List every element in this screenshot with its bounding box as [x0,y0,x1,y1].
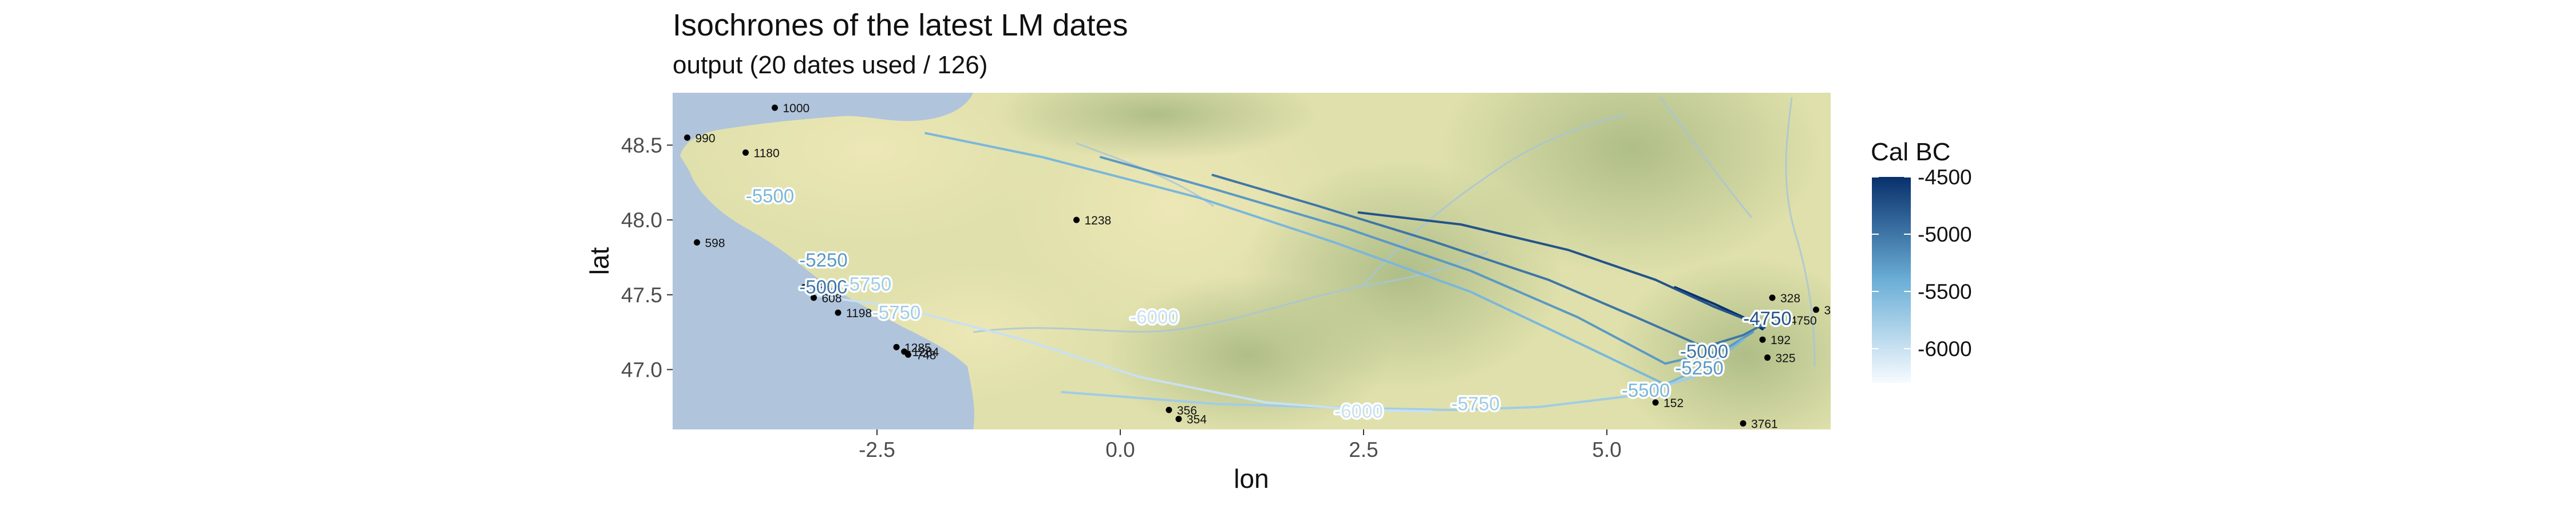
site-label: 1284 [912,346,939,359]
site-label: 1198 [846,307,872,320]
site-label: 1000 [783,102,810,115]
isochrone-line [1061,376,1696,411]
site-point [811,294,817,301]
site-label: 192 [1771,334,1791,347]
isochrone-line [1211,173,1764,349]
site-point [1779,317,1785,323]
x-axis-title: lon [1234,464,1269,494]
site-label: 328 [1780,292,1800,305]
map-panel [673,93,1831,429]
site-label: 356 [1177,404,1197,417]
site-label: 1180 [754,147,780,160]
site-label: 152 [1664,397,1684,410]
terrain-patch [1614,258,1831,429]
site-point [694,239,700,246]
contour-label: -6000 [1130,306,1178,328]
site-label: 3761 [1751,418,1778,431]
y-tick-label: 48.5 [621,133,662,157]
x-tick-label: 5.0 [1592,438,1621,461]
site-point [1764,354,1771,361]
site-label: 325 [1776,352,1796,365]
site-label: 1342 [812,282,839,295]
contour-label-layer: -5500-5250-5000-5750-5750 -6000-6000 -5750… [744,183,1793,424]
site-label: 4750 [1790,314,1817,328]
contour-label: -6000 [1334,401,1382,422]
contour-label: -5000 [799,277,847,298]
isochrone-line [1100,156,1754,365]
x-tick-label: 0.0 [1105,438,1135,461]
contour-label: -5500 [1622,380,1670,401]
legend-colorbar [1872,177,1911,383]
terrain-patch [681,93,1059,246]
contour-label: -5750 [1451,393,1499,415]
site-point [1165,407,1172,413]
legend-tick-label: -5000 [1918,223,1972,246]
site-point [1769,294,1776,301]
contour-label: -4750 [1743,308,1791,329]
contour-label: -5750 [872,302,920,323]
site-point [904,351,911,358]
contour-label: -5250 [1675,357,1723,378]
site-point [801,284,807,291]
legend-title: Cal BC [1871,138,1950,166]
site-label: 1238 [1085,214,1112,227]
site-label: 354 [1187,413,1207,427]
site-point [893,344,900,350]
legend: Cal BC -4500 -5000 -5500 -6000 [1871,138,1972,383]
y-tick-label: 47.5 [621,283,662,307]
x-tick-label: -2.5 [859,438,895,461]
contour-label: -5750 [843,274,891,295]
site-point [1073,216,1080,223]
isochrone-line [1357,211,1766,329]
site-point [1740,420,1747,427]
isochrone-line [808,293,1433,413]
isochrone-line [924,132,1744,386]
legend-ticks: -4500 -5000 -5500 -6000 [1872,165,1972,361]
contour-label: -5500 [746,185,794,206]
chart-title: Isochrones of the latest LM dates [673,8,1128,42]
terrain-patch [996,93,1317,160]
site-point [772,104,778,111]
y-tick-label: 48.0 [621,208,662,232]
site-label: 608 [822,292,842,305]
site-label: 3769 [1824,304,1851,317]
site-label: 598 [705,236,725,250]
site-point [835,309,841,316]
site-point [1175,416,1182,423]
site-point [742,149,749,156]
site-label: 990 [696,132,716,145]
x-tick-label: 2.5 [1349,438,1378,461]
legend-tick-label: -5500 [1918,280,1972,303]
site-label: 748 [916,349,936,362]
y-tick-label: 47.0 [621,358,662,381]
terrain-patch [1105,275,1391,429]
y-axis: 47.0 47.5 48.0 48.5 [621,133,673,381]
site-point [1652,399,1659,406]
legend-tick-label: -4500 [1918,165,1972,189]
chart-subtitle: output (20 dates used / 126) [673,51,987,79]
contour-label: -5000 [1680,341,1728,362]
isochrone-layer [808,132,1766,413]
legend-tick-label: -6000 [1918,337,1972,361]
site-point [1759,336,1766,343]
site-point [1813,306,1819,313]
x-axis: -2.5 0.0 2.5 5.0 [859,429,1622,461]
contour-label: -5250 [799,250,847,271]
site-point [684,134,690,141]
site-label: 1285 [904,341,931,354]
terrain-patch [1443,93,1820,275]
y-axis-title: lat [584,247,614,275]
